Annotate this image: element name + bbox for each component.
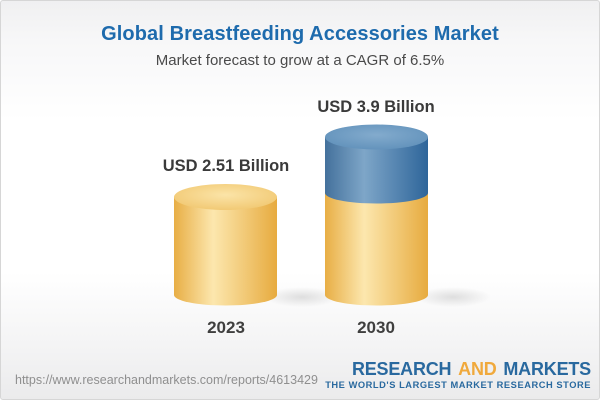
logo-word-markets: MARKETS bbox=[503, 359, 591, 379]
x-axis-label-2030: 2030 bbox=[357, 318, 395, 337]
bar-2030 bbox=[325, 124, 428, 306]
bar-2030-shadow bbox=[415, 287, 491, 307]
bar-2030-gold-segment bbox=[325, 193, 428, 306]
logo-wordmark: RESEARCH AND MARKETS bbox=[325, 359, 591, 379]
x-axis-label-2023: 2023 bbox=[207, 318, 245, 337]
page-title: Global Breastfeeding Accessories Market bbox=[101, 23, 499, 45]
source-url: https://www.researchandmarkets.com/repor… bbox=[15, 373, 318, 387]
bar-2023 bbox=[174, 184, 277, 306]
bar-2030-blue-segment bbox=[325, 137, 428, 204]
logo-word-and: AND bbox=[458, 359, 497, 379]
research-and-markets-logo: RESEARCH AND MARKETS THE WORLD'S LARGEST… bbox=[325, 359, 591, 391]
page-subtitle: Market forecast to grow at a CAGR of 6.5… bbox=[155, 52, 445, 69]
bar-2023-value-label: USD 2.51 Billion bbox=[162, 157, 290, 175]
logo-tagline: THE WORLD'S LARGEST MARKET RESEARCH STOR… bbox=[325, 380, 591, 390]
bar-2023-shadow bbox=[264, 287, 340, 307]
bar-2030-value-label: USD 3.9 Billion bbox=[317, 98, 435, 116]
logo-word-research: RESEARCH bbox=[351, 359, 452, 379]
